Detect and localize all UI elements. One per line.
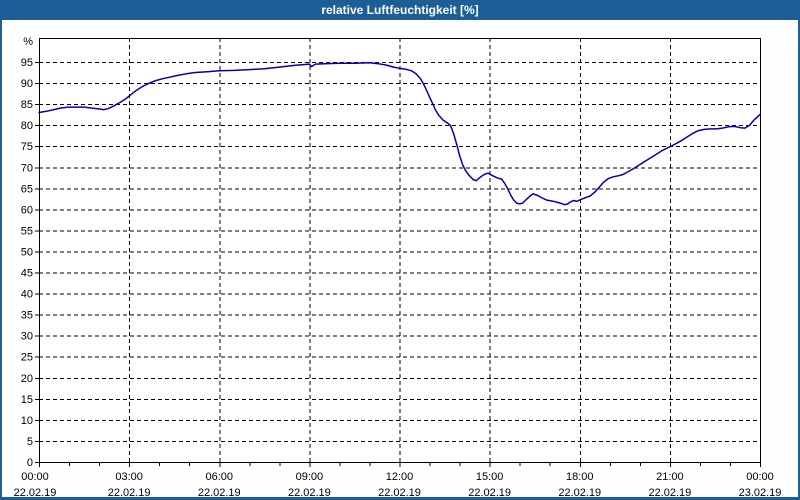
svg-text:15:00: 15:00 [476,471,504,483]
svg-text:22.02.19: 22.02.19 [198,487,241,497]
svg-text:00:00: 00:00 [746,471,774,483]
svg-text:09:00: 09:00 [296,471,324,483]
svg-text:65: 65 [21,183,33,195]
svg-text:22.02.19: 22.02.19 [468,487,511,497]
svg-text:22.02.19: 22.02.19 [648,487,691,497]
svg-text:03:00: 03:00 [115,471,143,483]
svg-text:22.02.19: 22.02.19 [378,487,421,497]
vertical-gridlines [129,38,671,462]
x-axis-ticks [39,462,761,467]
svg-text:23.02.19: 23.02.19 [739,487,782,497]
svg-text:10: 10 [21,415,33,427]
svg-text:70: 70 [21,162,33,174]
svg-text:22.02.19: 22.02.19 [108,487,151,497]
svg-text:22.02.19: 22.02.19 [558,487,601,497]
svg-text:25: 25 [21,352,33,364]
svg-text:75: 75 [21,141,33,153]
svg-text:40: 40 [21,289,33,301]
svg-text:60: 60 [21,204,33,216]
svg-text:50: 50 [21,246,33,258]
humidity-line-chart: 05101520253035404550556065707580859095%0… [14,36,782,497]
svg-text:55: 55 [21,225,33,237]
svg-text:35: 35 [21,310,33,322]
x-axis-labels: 00:00 22.02.19 03:00 22.02.19 06:00 22.02.19 0… [14,471,782,497]
svg-text:90: 90 [21,78,33,90]
svg-text:12:00: 12:00 [386,471,414,483]
svg-text:22.02.19: 22.02.19 [14,487,57,497]
y-axis-labels: 0 5 10 15 20 25 30 35 40 45 50 55 60 65 70 75 80 85 90 95% [21,36,39,469]
svg-text:5: 5 [27,436,33,448]
svg-text:20: 20 [21,373,33,385]
svg-text:00:00: 00:00 [21,471,49,483]
svg-text:85: 85 [21,99,33,111]
svg-text:80: 80 [21,120,33,132]
svg-text:06:00: 06:00 [205,471,233,483]
svg-text:30: 30 [21,331,33,343]
chart-area: 0 5 10 15 20 25 30 35 40 45 50 55 60 65 70 75 80 85 90 95% 0… [2,20,798,497]
svg-text:15: 15 [21,394,33,406]
svg-text:95: 95 [21,57,33,69]
y-axis-unit-label: % [23,36,33,48]
svg-text:22.02.19: 22.02.19 [288,487,331,497]
svg-text:21:00: 21:00 [656,471,684,483]
svg-text:0: 0 [27,457,33,469]
svg-text:18:00: 18:00 [566,471,594,483]
svg-text:45: 45 [21,268,33,280]
title-bar[interactable]: relative Luftfeuchtigkeit [%] [2,0,798,20]
window-title: relative Luftfeuchtigkeit [%] [321,3,479,17]
humidity-series-line [38,62,761,206]
